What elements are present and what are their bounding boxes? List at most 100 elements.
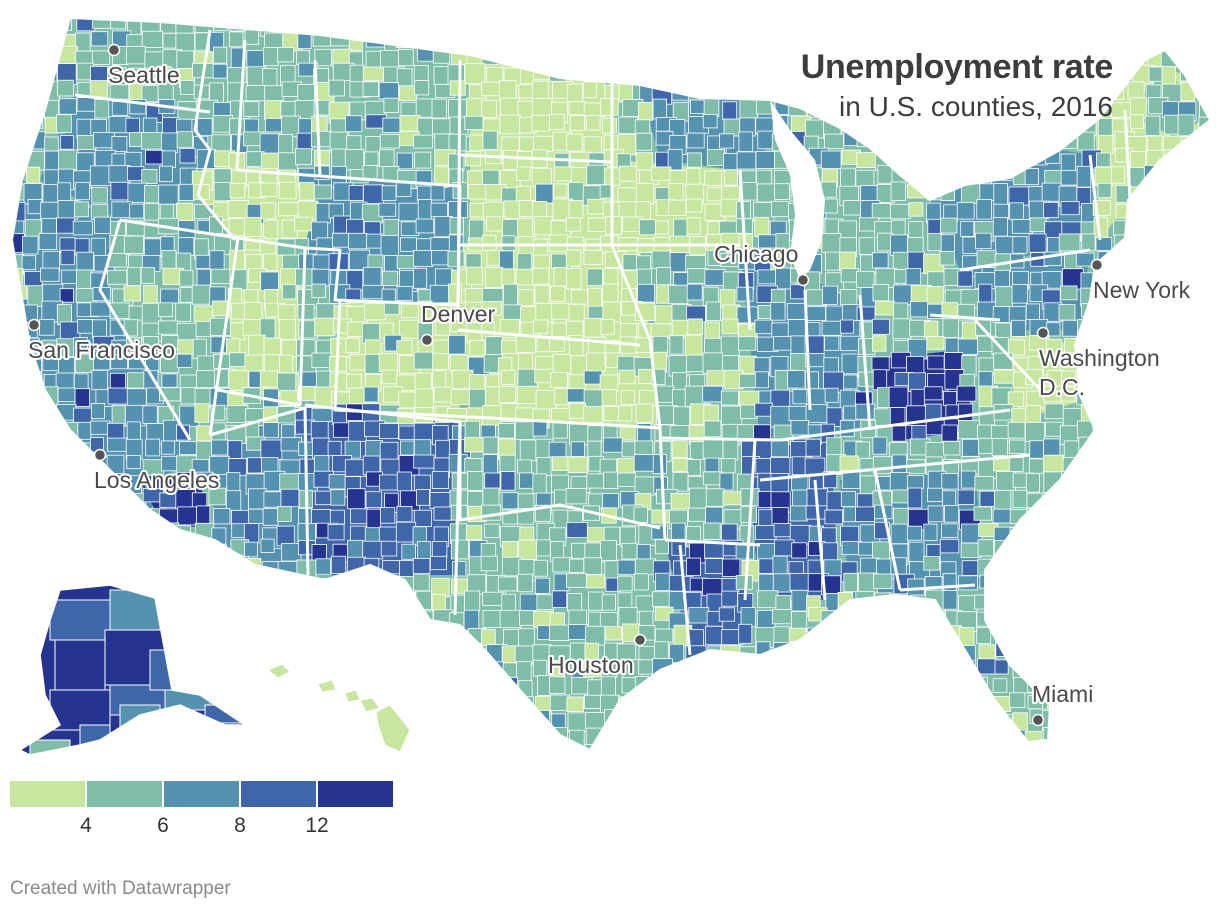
county-cell xyxy=(736,663,755,685)
county-cell xyxy=(634,694,653,715)
county-cell xyxy=(431,471,449,490)
county-cell xyxy=(59,509,78,531)
county-cell xyxy=(838,731,855,750)
county-cell xyxy=(194,573,213,595)
county-cell xyxy=(1200,335,1210,357)
county-cell xyxy=(44,407,59,425)
county-cell xyxy=(702,438,724,459)
county-cell xyxy=(106,540,126,562)
county-cell xyxy=(961,321,977,342)
county-cell xyxy=(481,697,496,717)
county-cell xyxy=(12,693,29,715)
county-cell xyxy=(362,266,382,287)
county-cell xyxy=(1131,712,1150,732)
county-cell xyxy=(12,590,27,610)
county-cell xyxy=(839,695,859,715)
county-cell xyxy=(871,203,892,219)
county-cell xyxy=(333,744,348,750)
county-cell xyxy=(364,303,386,321)
county-cell xyxy=(1177,48,1199,65)
county-cell xyxy=(362,164,378,180)
county-cell xyxy=(894,747,914,750)
county-cell xyxy=(25,457,44,476)
county-cell xyxy=(1182,611,1203,633)
county-cell xyxy=(671,440,688,459)
county-cell xyxy=(328,661,344,676)
county-cell xyxy=(430,202,449,218)
county-cell xyxy=(294,659,316,677)
county-cell xyxy=(600,32,617,48)
county-cell xyxy=(12,319,25,341)
county-cell xyxy=(395,182,412,197)
county-cell xyxy=(974,28,992,46)
county-cell xyxy=(824,646,843,667)
county-cell xyxy=(264,575,286,594)
county-cell xyxy=(617,575,633,592)
county-cell xyxy=(228,591,251,612)
county-cell xyxy=(12,45,26,65)
borough-cell xyxy=(109,589,161,631)
legend-swatch xyxy=(10,781,85,807)
county-cell xyxy=(1093,301,1111,316)
county-cell xyxy=(1147,606,1167,624)
county-cell xyxy=(582,81,598,99)
county-cell xyxy=(1196,439,1210,458)
county-cell xyxy=(381,185,397,201)
county-cell xyxy=(703,63,720,81)
county-cell xyxy=(1165,658,1186,676)
county-cell xyxy=(1198,456,1210,471)
county-cell xyxy=(1062,708,1082,723)
county-cell xyxy=(706,731,722,750)
county-cell xyxy=(786,66,802,88)
county-cell xyxy=(1076,165,1092,188)
county-cell xyxy=(534,577,550,594)
county-cell xyxy=(128,540,148,555)
county-cell xyxy=(1081,505,1098,523)
county-cell xyxy=(773,45,793,62)
county-cell xyxy=(978,371,993,389)
county-cell xyxy=(568,101,587,116)
county-cell xyxy=(332,645,348,666)
county-cell xyxy=(482,591,504,607)
county-cell xyxy=(349,64,365,85)
county-cell xyxy=(263,47,279,67)
county-cell xyxy=(1075,742,1095,750)
county-cell xyxy=(704,457,720,473)
county-cell xyxy=(923,386,943,401)
county-cell xyxy=(995,747,1016,750)
county-cell xyxy=(1025,472,1040,493)
county-cell xyxy=(1197,641,1210,659)
county-cell xyxy=(197,593,215,613)
county-cell xyxy=(721,675,739,691)
county-cell xyxy=(669,424,690,439)
county-cell xyxy=(975,232,992,250)
county-cell xyxy=(1145,237,1167,255)
county-cell xyxy=(706,661,727,677)
county-cell xyxy=(891,625,913,640)
county-cell xyxy=(910,134,929,153)
county-cell xyxy=(466,659,483,681)
county-cell xyxy=(843,374,858,390)
city-dot xyxy=(1036,326,1050,340)
county-cell xyxy=(1097,490,1114,510)
county-cell xyxy=(554,388,569,406)
county-cell xyxy=(588,591,605,611)
county-cell xyxy=(466,18,488,38)
county-cell xyxy=(978,283,993,305)
county-cell xyxy=(838,609,855,627)
county-cell xyxy=(296,709,318,725)
county-cell xyxy=(344,459,367,477)
city-washington-d-c: Washington D.C. xyxy=(1036,326,1162,402)
county-cell xyxy=(738,623,753,644)
county-cell xyxy=(417,18,434,36)
county-cell xyxy=(599,374,619,392)
county-cell xyxy=(314,490,332,506)
county-cell xyxy=(398,693,420,711)
county-cell xyxy=(941,424,958,442)
county-cell xyxy=(890,523,909,545)
county-cell xyxy=(260,457,279,474)
county-cell xyxy=(89,165,112,186)
county-cell xyxy=(1012,643,1031,663)
county-cell xyxy=(719,472,734,491)
county-cell xyxy=(12,268,24,285)
